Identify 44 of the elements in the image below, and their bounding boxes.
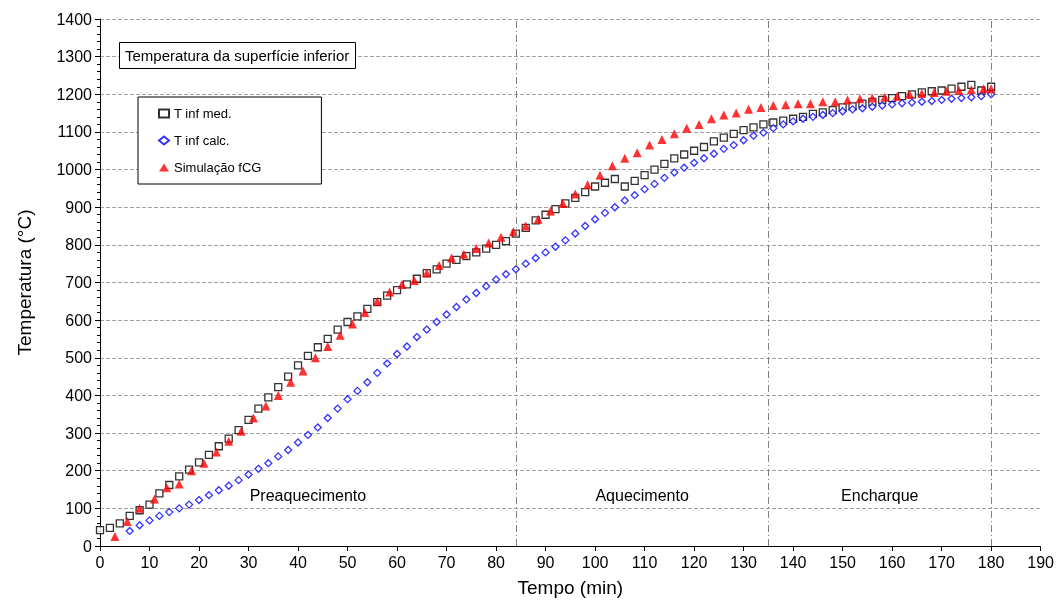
x-tick-label: 130	[730, 553, 758, 571]
y-tick-label: 1400	[56, 10, 93, 28]
y-tick-label: 200	[65, 462, 93, 480]
annotation: Encharque	[841, 486, 919, 504]
x-tick-label: 50	[338, 553, 357, 571]
y-tick-label: 1200	[56, 85, 93, 103]
x-tick-label: 0	[95, 553, 105, 571]
y-tick-label: 100	[65, 499, 93, 517]
x-tick-label: 160	[878, 553, 906, 571]
y-tick-label: 700	[65, 274, 93, 291]
x-tick-label: 100	[581, 553, 609, 571]
x-tick-label: 60	[388, 553, 407, 571]
x-tick-label: 140	[779, 553, 807, 571]
y-tick-label: 300	[65, 424, 93, 442]
x-tick-label: 10	[140, 553, 159, 571]
annotation: Aquecimento	[595, 486, 689, 504]
x-tick-label: 190	[1027, 553, 1055, 571]
text: Temperatura da superfície inferior	[125, 47, 350, 64]
x-tick-label: 30	[239, 553, 258, 571]
x-tick-label: 80	[487, 553, 506, 571]
y-axis-title: Temperatura (°C)	[14, 209, 35, 356]
y-tick-label: 0	[83, 537, 93, 555]
x-tick-label: 110	[631, 553, 658, 571]
y-tick-label: 400	[65, 386, 93, 404]
x-tick-label: 170	[928, 553, 956, 571]
x-tick-label: 40	[289, 553, 308, 571]
y-tick-label: 1300	[56, 48, 93, 66]
x-tick-label: 120	[680, 553, 708, 571]
y-tick-label: 600	[65, 311, 93, 329]
x-tick-label: 180	[977, 553, 1005, 571]
x-tick-label: 150	[829, 553, 857, 571]
legend-label: T inf calc.	[174, 133, 230, 148]
y-tick-label: 500	[65, 349, 93, 367]
y-tick-label: 1100	[57, 123, 93, 141]
y-tick-label: 800	[65, 236, 93, 254]
annotation: Preaquecimento	[249, 486, 367, 504]
y-tick-label: 900	[65, 198, 93, 216]
legend-label: T inf med.	[174, 106, 232, 121]
x-axis-title: Tempo (min)	[517, 577, 624, 598]
x-tick-label: 90	[536, 553, 555, 571]
legend-label: Simulação fCG	[174, 160, 262, 175]
y-tick-label: 1000	[56, 161, 93, 179]
x-tick-label: 20	[190, 553, 209, 571]
x-tick-label: 70	[437, 553, 456, 571]
